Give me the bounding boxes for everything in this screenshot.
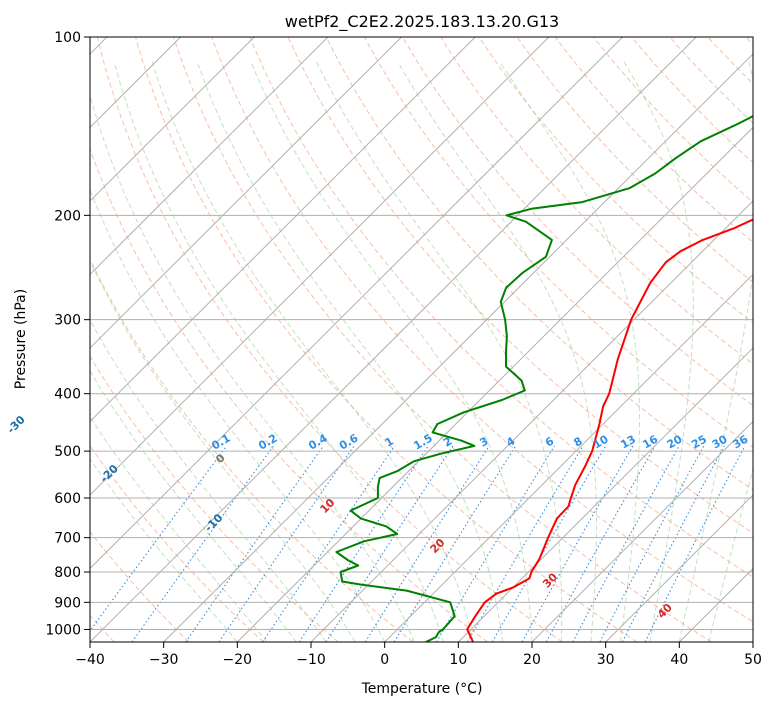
mixing-ratio-line: [435, 445, 555, 642]
y-tick-label: 200: [54, 208, 81, 224]
y-axis-label: Pressure (hPa): [13, 289, 29, 389]
dry-adiabat-line: [592, 37, 753, 203]
moist-adiabat-line: [499, 61, 640, 642]
isotherm-line: [90, 37, 329, 276]
dry-adiabat-line: [516, 37, 753, 284]
series-layer: [335, 115, 753, 642]
dry-adiabat-line: [440, 37, 753, 365]
y-tick-label: 700: [54, 531, 81, 547]
isotherm-line: [90, 37, 624, 570]
mixing-ratio-line: [467, 445, 584, 642]
dry-adiabat-line: [90, 445, 264, 642]
isotherm-line: [383, 273, 753, 642]
dry-adiabat-line: [771, 24, 775, 642]
moist-adiabat-line: [90, 93, 415, 642]
x-tick-label: 50: [744, 652, 762, 668]
plot-background: [90, 37, 753, 642]
grid-lines: [90, 37, 753, 642]
mixing-ratio-line: [131, 445, 274, 642]
isotherm-line: [457, 347, 753, 642]
isotherm-line: [90, 37, 403, 349]
dry-adiabat-line: [90, 258, 414, 642]
dewpoint-profile-line: [335, 115, 753, 642]
isotherm-line: [162, 53, 753, 642]
y-tick-label: 1000: [45, 622, 81, 638]
x-tick-label: 40: [670, 652, 688, 668]
mixing-ratio-line: [364, 445, 490, 642]
x-tick-label: 30: [597, 652, 615, 668]
moist-adiabat-line: [250, 61, 533, 642]
moist-adiabat-line: [90, 370, 297, 642]
mixing-ratio-line: [262, 445, 396, 642]
x-tick-label: 10: [449, 652, 467, 668]
axis-ticks: −40 −30 −20 −10 0 10 20 30 40 50 1000 900 800 700 600 5…: [45, 30, 762, 668]
moist-adiabat-line: [90, 259, 356, 642]
y-tick-label: 100: [54, 30, 81, 46]
x-tick-label: −40: [75, 652, 105, 668]
mixing-ratio-line: [621, 445, 725, 642]
mixing-ratio-line: [298, 445, 429, 642]
mixing-ratio-line: [185, 445, 324, 642]
moist-adiabat-line: [196, 61, 503, 642]
x-axis-label: Temperature (°C): [361, 681, 483, 697]
isotherm-line: [90, 37, 255, 202]
mixing-ratio-line: [521, 445, 634, 642]
mixing-ratio-line: [325, 445, 454, 642]
isotherm-line: [310, 200, 753, 642]
chart-title: wetPf2_C2E2.2025.183.13.20.G13: [285, 12, 559, 32]
mixing-ratio-line: [218, 445, 355, 642]
dry-adiabat-line: [90, 530, 190, 642]
temperature-profile-line: [466, 218, 753, 642]
dry-adiabat-line: [90, 147, 488, 642]
plot-frame: [89, 36, 754, 643]
y-tick-label: 400: [54, 387, 81, 403]
moist-adiabat-line: [678, 61, 753, 642]
dry-adiabat-line: [249, 37, 753, 578]
isotherm-line: [604, 494, 753, 642]
moist-adiabat-line: [90, 318, 327, 642]
dry-adiabat-line: [287, 37, 753, 534]
y-tick-label: 800: [54, 565, 81, 581]
moist-adiabat-line: [397, 61, 597, 642]
moist-adiabat-line: [315, 61, 563, 642]
x-tick-label: −20: [223, 652, 253, 668]
isotherm-line: [236, 126, 753, 642]
moist-adiabat-line: [90, 188, 386, 642]
dry-adiabat-label: -30: [5, 413, 28, 436]
isotherm-line: [531, 420, 753, 642]
x-tick-label: −30: [149, 652, 179, 668]
moist-adiabat-line: [708, 467, 753, 642]
dry-adiabat-line: [96, 37, 563, 642]
moist-adiabat-line: [623, 61, 694, 642]
y-tick-label: 900: [54, 595, 81, 611]
x-tick-label: −10: [296, 652, 326, 668]
mixing-ratio-line: [545, 445, 656, 642]
y-tick-label: 300: [54, 313, 81, 329]
dry-adiabat-line: [363, 37, 753, 448]
mixing-ratio-line: [644, 445, 746, 642]
reference-lines: [90, 24, 775, 642]
dry-adiabat-line: [173, 37, 712, 642]
y-tick-label: 600: [54, 491, 81, 507]
isotherm-line: [90, 37, 476, 423]
x-tick-label: 20: [523, 652, 541, 668]
isotherm-line: [90, 37, 697, 642]
moist-adiabat-line: [151, 61, 474, 642]
x-tick-label: 0: [380, 652, 389, 668]
isotherm-line: [90, 37, 550, 496]
dry-adiabat-line: [478, 37, 753, 324]
dry-adiabat-line: [325, 37, 753, 491]
dry-adiabat-line: [401, 37, 753, 407]
y-tick-label: 500: [54, 444, 81, 460]
dry-adiabat-line: [211, 37, 753, 623]
dry-adiabat-line: [134, 37, 638, 642]
moist-adiabat-line: [113, 61, 445, 642]
